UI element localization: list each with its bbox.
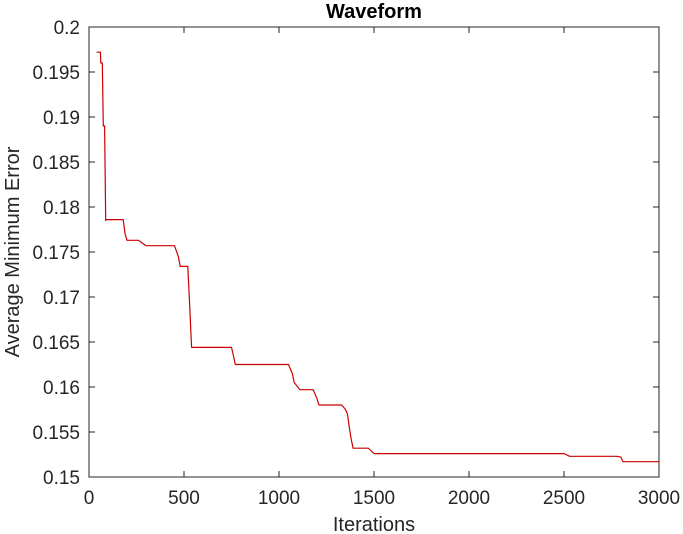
y-axis-label: Average Minimum Error xyxy=(2,146,24,357)
x-tick-label: 1000 xyxy=(258,488,300,509)
y-tick-label: 0.165 xyxy=(32,333,80,354)
y-tick-label: 0.2 xyxy=(54,18,80,39)
y-tick-label: 0.175 xyxy=(32,243,80,264)
y-tick-label: 0.16 xyxy=(43,378,80,399)
x-tick-label: 1500 xyxy=(353,488,395,509)
y-tick-label: 0.195 xyxy=(32,63,80,84)
chart-title: Waveform xyxy=(326,1,422,23)
y-tick-label: 0.185 xyxy=(32,153,80,174)
plot-area-frame xyxy=(88,26,660,478)
y-tick-label: 0.17 xyxy=(43,288,80,309)
x-tick-label: 0 xyxy=(84,488,95,509)
x-axis-label: Iterations xyxy=(333,514,415,534)
y-tick-label: 0.19 xyxy=(43,108,80,129)
y-tick-label: 0.18 xyxy=(43,198,80,219)
y-tick-label: 0.15 xyxy=(43,468,80,489)
x-tick-label: 2000 xyxy=(448,488,490,509)
y-tick-label: 0.155 xyxy=(32,423,80,444)
series-line xyxy=(96,51,659,463)
x-tick-label: 2500 xyxy=(543,488,585,509)
x-tick-label: 3000 xyxy=(638,488,680,509)
x-tick-label: 500 xyxy=(168,488,200,509)
